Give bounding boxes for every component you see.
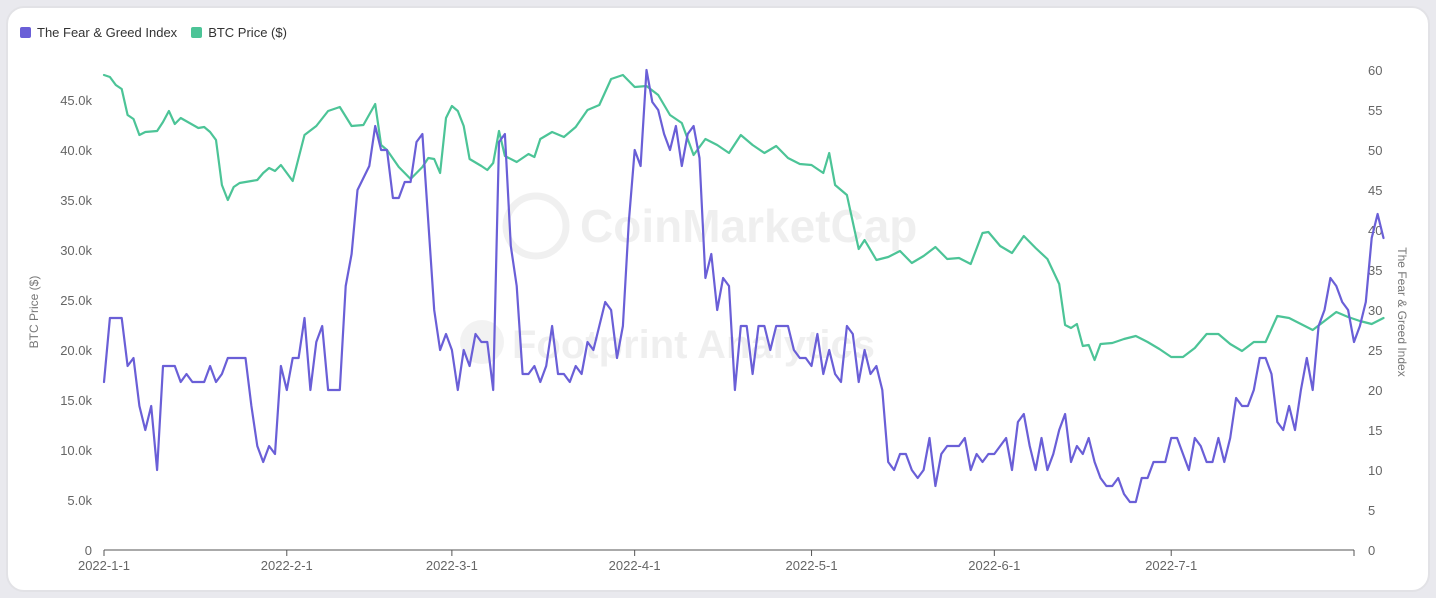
right-axis-label-group: The Fear & Greed Index [1395, 247, 1409, 376]
btc-price-line[interactable] [102, 73, 1385, 362]
series-group [102, 68, 1385, 504]
watermark-group: CoinMarketCap Footprint Analytics [460, 192, 917, 367]
left-axis-label-group: BTC Price ($) [27, 276, 41, 349]
x-tick-label: 2022-7-1 [1145, 558, 1197, 573]
y-left-tick-label: 15.0k [60, 393, 92, 408]
y-right-tick-label: 5 [1368, 503, 1375, 518]
legend-label-fear-greed: The Fear & Greed Index [37, 25, 178, 40]
y-left-tick-label: 35.0k [60, 193, 92, 208]
y-right-tick-label: 10 [1368, 463, 1382, 478]
legend: The Fear & Greed Index BTC Price ($) [20, 25, 287, 40]
y-left-tick-label: 45.0k [60, 93, 92, 108]
left-ticks: 0 5.0k 10.0k 15.0k 20.0k 25.0k 30.0k 35.0k 40.0k… [60, 93, 92, 558]
y-left-tick-label: 10.0k [60, 443, 92, 458]
y-right-tick-label: 0 [1368, 543, 1375, 558]
y-axis-left-label: BTC Price ($) [27, 276, 41, 349]
coinmarketcap-logo-icon [502, 192, 570, 260]
chart-card [6, 6, 1430, 592]
y-left-tick-label: 25.0k [60, 293, 92, 308]
y-right-tick-label: 55 [1368, 103, 1382, 118]
y-right-tick-label: 20 [1368, 383, 1382, 398]
x-axis: 2022-1-1 2022-2-1 2022-3-1 2022-4-1 2022-5-1… [78, 549, 1355, 573]
y-left-tick-label: 5.0k [67, 493, 92, 508]
legend-item-btc[interactable]: BTC Price ($) [191, 25, 287, 40]
x-tick-label: 2022-6-1 [968, 558, 1020, 573]
legend-label-btc: BTC Price ($) [208, 25, 287, 40]
y-right-tick-label: 45 [1368, 183, 1382, 198]
y-left-tick-label: 0 [85, 543, 92, 558]
y-left-tick-label: 30.0k [60, 243, 92, 258]
y-axis-right-label: The Fear & Greed Index [1395, 247, 1409, 376]
y-right-tick-label: 15 [1368, 423, 1382, 438]
y-left-tick-label: 40.0k [60, 143, 92, 158]
x-tick-label: 2022-4-1 [609, 558, 661, 573]
legend-item-fear-greed[interactable]: The Fear & Greed Index [20, 25, 177, 40]
x-tick-label: 2022-1-1 [78, 558, 130, 573]
y-right-tick-label: 25 [1368, 343, 1382, 358]
legend-swatch-fear-greed [20, 27, 31, 38]
y-right-tick-label: 35 [1368, 263, 1382, 278]
x-tick-label: 2022-5-1 [786, 558, 838, 573]
x-tick-label: 2022-3-1 [426, 558, 478, 573]
x-tick-label: 2022-2-1 [261, 558, 313, 573]
y-right-tick-label: 60 [1368, 63, 1382, 78]
y-right-tick-label: 30 [1368, 303, 1382, 318]
y-right-tick-label: 50 [1368, 143, 1382, 158]
fear-greed-line[interactable] [102, 68, 1385, 504]
legend-swatch-btc [191, 27, 203, 38]
y-left-tick-label: 20.0k [60, 343, 92, 358]
